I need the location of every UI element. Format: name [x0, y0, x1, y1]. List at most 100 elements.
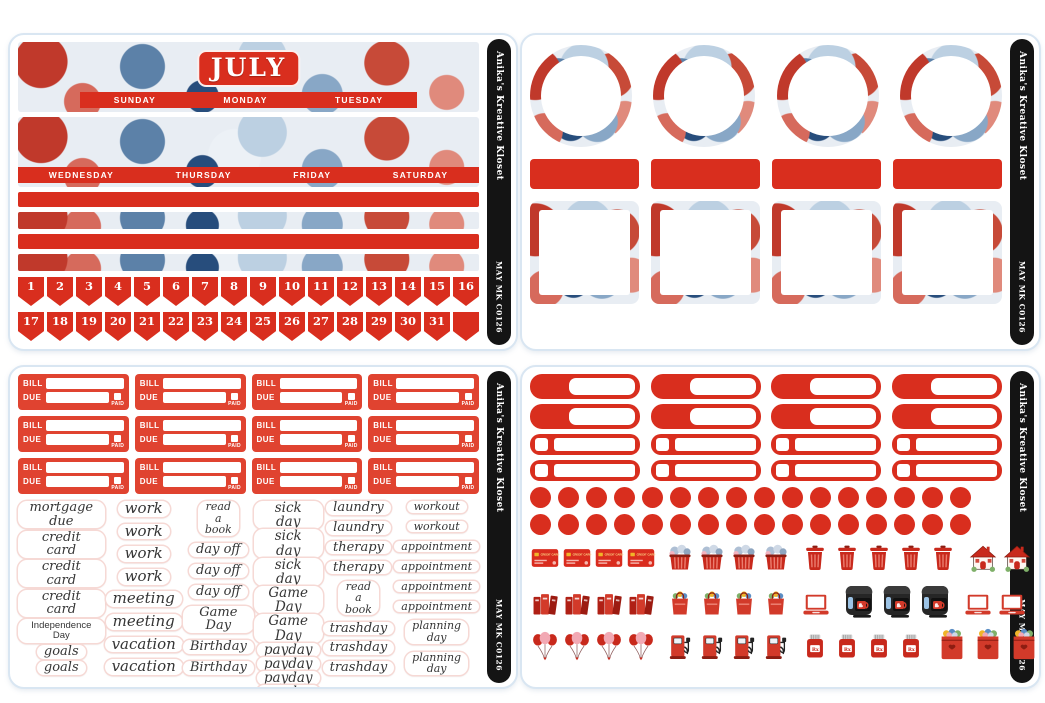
month-title: JULY	[196, 50, 301, 87]
date-sticker: 17	[18, 312, 44, 341]
half-label-row	[530, 404, 1002, 429]
trash-can-icon	[864, 542, 894, 574]
dot-sticker	[754, 514, 775, 535]
dot-sticker	[558, 514, 579, 535]
dot-sticker	[894, 514, 915, 535]
medicine-jar-icon: Rx	[896, 630, 926, 662]
paid-label: PAID	[344, 485, 358, 491]
bill-row: BILL	[23, 378, 124, 389]
red-label-box-sticker	[772, 159, 881, 189]
checkbox-field	[776, 464, 790, 477]
due-date-field	[396, 392, 459, 403]
bill-label: BILL	[373, 379, 394, 388]
dot-sticker	[810, 487, 831, 508]
day-label: WEDNESDAY	[48, 170, 115, 180]
functional-content: CREDIT CARD CREDIT CARD CREDIT CARD CREDIT …	[522, 367, 1035, 687]
trash-can-icon	[832, 542, 862, 574]
grocery-bag-icon	[697, 587, 727, 619]
bill-row: BILL	[373, 378, 474, 389]
due-row: DUE	[23, 476, 124, 487]
word-sticker: sick day	[253, 529, 323, 558]
paid-checkbox	[231, 435, 238, 442]
due-date-field	[279, 476, 343, 487]
date-sticker: 26	[279, 312, 305, 341]
date-sticker: 28	[337, 312, 363, 341]
date-sticker: 5	[134, 277, 160, 306]
laptop-group	[800, 591, 832, 619]
bills-content: BILL DUE PAID BILL DUE PAID BILL DUE PAID BILL DUE…	[10, 367, 487, 687]
brand-sku: MAY MK C0126	[1017, 261, 1027, 333]
bill-due-sticker: BILL DUE PAID	[368, 416, 479, 452]
word-sticker: payday	[256, 685, 320, 687]
word-sticker: laundry	[326, 521, 391, 535]
checkbox-field	[896, 464, 910, 477]
paid-label: PAID	[461, 401, 475, 407]
blank-date-sticker	[453, 312, 479, 341]
day-label: THURSDAY	[175, 170, 232, 180]
word-sticker: day off	[189, 543, 248, 557]
date-sticker: 24	[221, 312, 247, 341]
label-field	[554, 464, 635, 477]
due-label: DUE	[256, 477, 275, 486]
bill-label: BILL	[23, 463, 43, 472]
due-label: DUE	[23, 393, 42, 402]
dot-sticker	[698, 487, 719, 508]
word-sticker: trashday	[322, 621, 395, 636]
due-label: DUE	[139, 477, 159, 486]
date-sticker: 19	[76, 312, 102, 341]
word-sticker: vacation	[104, 636, 183, 653]
sheet-functional-stickers: CREDIT CARD CREDIT CARD CREDIT CARD CREDIT …	[520, 365, 1041, 689]
date-sticker: 30	[395, 312, 421, 341]
checkbox-row	[530, 460, 1002, 481]
bill-label: BILL	[23, 421, 43, 430]
dot-sticker	[866, 514, 887, 535]
icon-sticker-row	[530, 581, 1025, 619]
brand-shop-name: Anika's Kreative Kloset	[1017, 383, 1027, 513]
due-date-field	[46, 392, 109, 403]
word-sticker: Birthday	[182, 661, 254, 675]
word-sticker: work	[117, 568, 170, 585]
bill-due-sticker: BILL DUE PAID	[18, 416, 129, 452]
paid-checkbox	[114, 435, 122, 442]
day-label: SUNDAY	[113, 95, 157, 105]
dot-sticker	[726, 514, 747, 535]
coffee-maker-group	[841, 581, 953, 619]
svg-text:CREDIT CARD: CREDIT CARD	[605, 552, 624, 556]
icon-sticker-row: Rx Rx Rx Rx	[530, 626, 1035, 662]
dot-sticker	[950, 514, 971, 535]
paid-block: PAID	[110, 393, 126, 407]
due-label: DUE	[373, 477, 392, 486]
day-header-row-2: WEDNESDAY THURSDAY FRIDAY SATURDAY	[18, 167, 479, 183]
bill-due-sticker: BILL DUE PAID	[251, 416, 363, 452]
paid-label: PAID	[461, 485, 475, 491]
half-label-sticker	[650, 404, 761, 429]
bill-due-sticker: BILL DUE PAID	[368, 374, 479, 410]
date-sticker: 3	[76, 277, 102, 306]
bill-label: BILL	[373, 421, 394, 430]
dot-sticker	[782, 514, 803, 535]
due-date-field	[162, 476, 226, 487]
word-column: sick day sick day sick day Game Day Game Day…	[253, 501, 323, 687]
sheet-frame-stickers: Anika's Kreative Kloset MAY MK C0126	[520, 33, 1041, 351]
due-label: DUE	[139, 393, 159, 402]
word-column: work work work work meeting meeting vacation va…	[104, 500, 183, 675]
bill-row: BILL	[140, 420, 241, 431]
due-label: DUE	[256, 393, 275, 402]
word-sticker: laundry	[326, 501, 391, 515]
word-sticker: appointment	[394, 581, 479, 593]
word-sticker: payday	[256, 657, 320, 671]
bill-name-field	[46, 462, 124, 473]
floral-header-strip-2: WEDNESDAY THURSDAY FRIDAY SATURDAY	[18, 117, 479, 187]
half-label-sticker	[650, 374, 761, 399]
due-label: DUE	[373, 393, 392, 402]
date-sticker: 8	[221, 277, 247, 306]
grocery-bag-group	[665, 587, 791, 619]
word-sticker: meeting	[105, 613, 182, 630]
coffee-maker-icon	[917, 581, 953, 619]
half-label-sticker	[771, 374, 882, 399]
circle-frame-sticker	[776, 45, 879, 147]
paid-checkbox	[464, 435, 472, 442]
word-sticker: meeting	[105, 591, 182, 608]
books-icon	[562, 587, 592, 619]
credit-card-icon: CREDIT CARD	[530, 542, 560, 574]
